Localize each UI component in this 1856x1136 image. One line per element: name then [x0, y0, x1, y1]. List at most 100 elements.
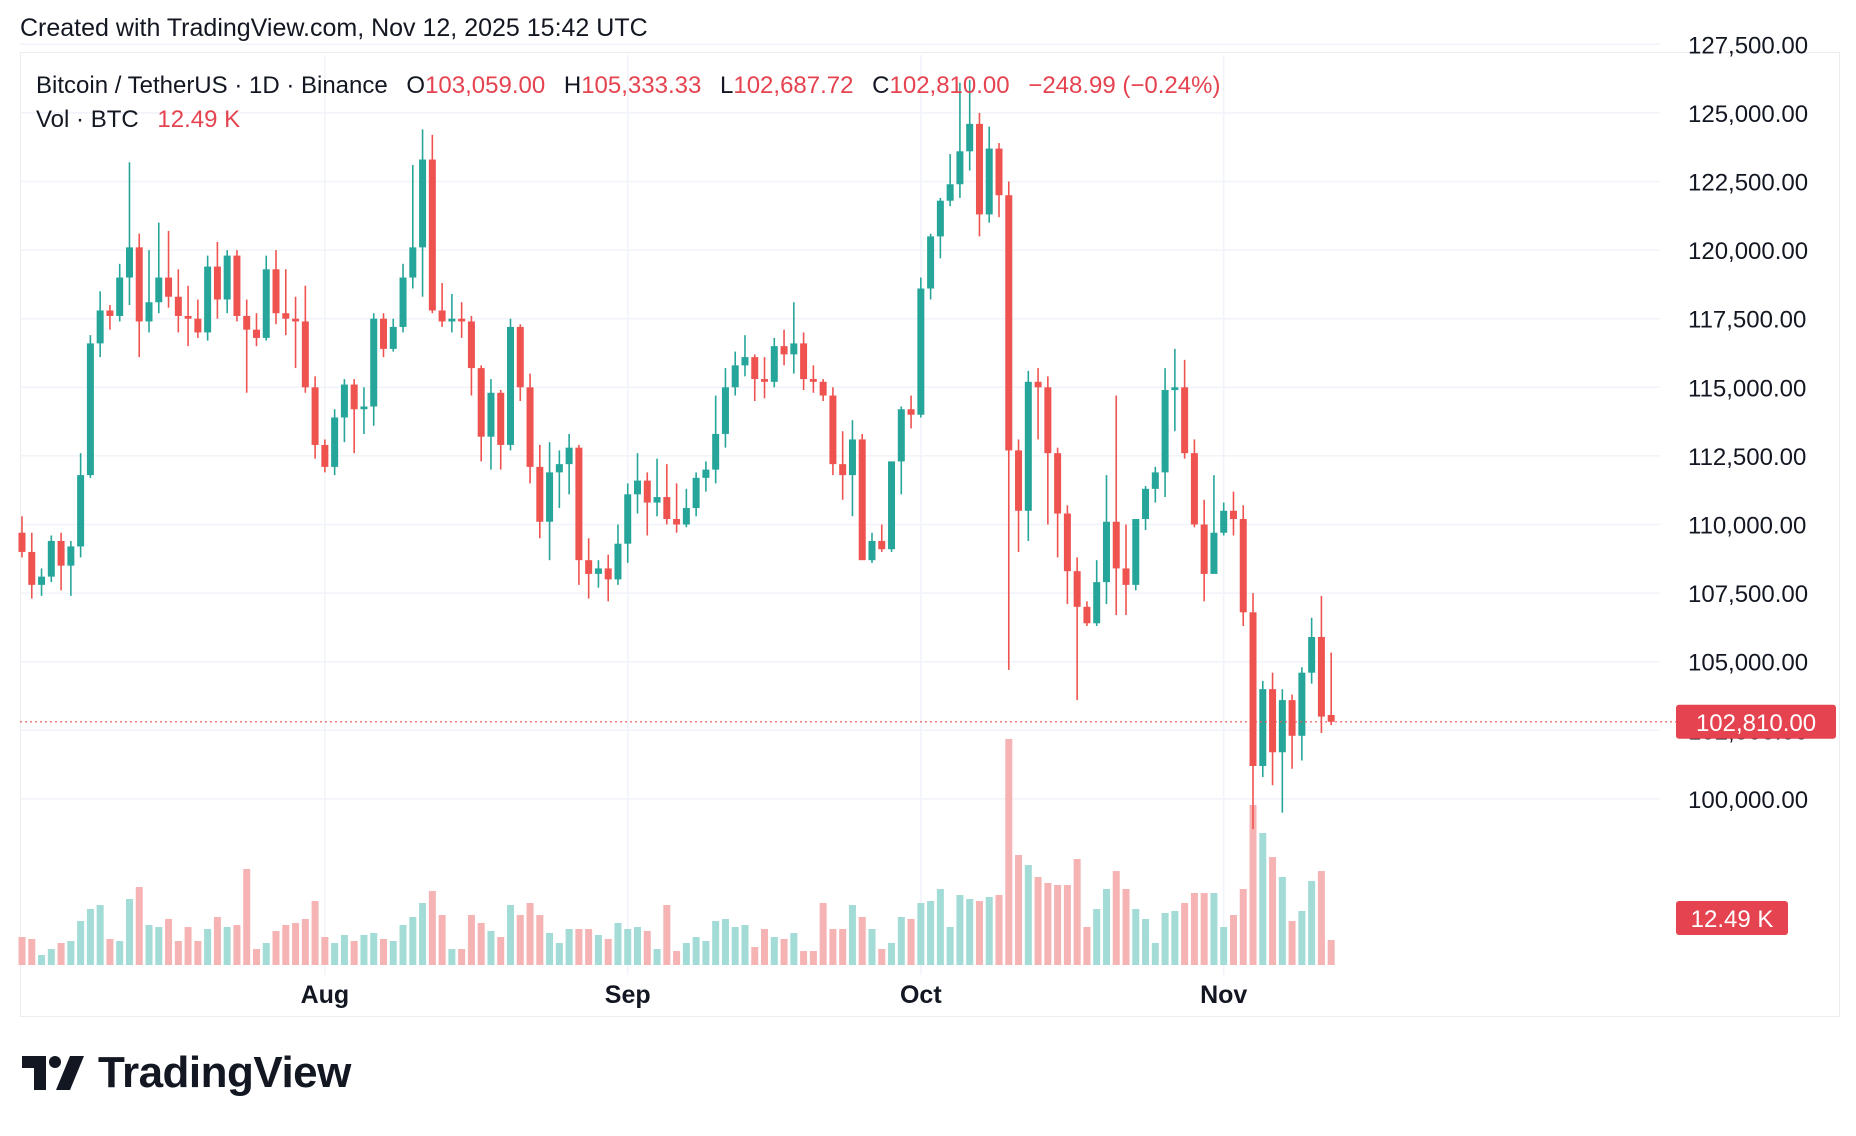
tradingview-brand[interactable]: TradingView: [22, 1048, 351, 1098]
candle-body: [1161, 390, 1169, 473]
candle-body: [262, 269, 270, 338]
volume-bar: [1171, 911, 1179, 965]
volume-bar: [507, 905, 514, 965]
volume-bar: [1278, 877, 1286, 965]
volume-bar: [985, 897, 993, 965]
volume-bar: [1161, 913, 1169, 965]
volume-bar: [145, 925, 153, 965]
volume-bar: [1190, 893, 1198, 965]
candle-body: [1327, 714, 1335, 722]
volume-bar: [194, 941, 202, 965]
candle-body: [536, 466, 544, 522]
candle-body: [96, 310, 104, 344]
volume-bar: [67, 941, 75, 965]
candle-body: [1151, 472, 1159, 489]
volume-bar: [1093, 909, 1101, 965]
volume-bar: [360, 935, 368, 965]
candle-body: [1181, 387, 1189, 454]
volume-bar: [1015, 855, 1023, 965]
volume-bar: [614, 923, 622, 965]
candle-body: [155, 277, 163, 303]
volume-bar: [467, 915, 475, 965]
candle-body: [28, 551, 36, 585]
candle-body: [1298, 672, 1306, 736]
volume-bar: [1200, 893, 1208, 965]
volume-bar: [1005, 739, 1013, 965]
price-tick-label: 120,000.00: [1688, 238, 1808, 265]
candle-body: [331, 417, 339, 467]
candle-body: [213, 266, 221, 300]
volume-bar: [897, 917, 905, 965]
volume-bar: [77, 921, 85, 965]
candle-body: [985, 148, 993, 215]
volume-bar: [370, 933, 378, 965]
volume-bar: [86, 909, 94, 965]
volume-bar: [311, 901, 319, 965]
volume-bar: [653, 949, 661, 965]
candle-body: [1063, 513, 1071, 572]
volume-bar: [477, 923, 485, 965]
volume-bar: [761, 929, 769, 965]
candle-body: [692, 477, 700, 509]
volume-bar: [565, 929, 573, 965]
volume-bar: [399, 925, 407, 965]
candle-body: [67, 546, 75, 566]
candle-body: [467, 321, 475, 369]
volume-bar: [458, 949, 466, 965]
candle-body: [438, 310, 446, 322]
volume-bar: [624, 929, 632, 965]
candle-body: [340, 384, 348, 418]
candle-body: [1102, 521, 1110, 583]
candle-body: [790, 343, 798, 355]
candle-body: [995, 148, 1003, 196]
volume-bar: [594, 935, 602, 965]
last-price-badge: [1676, 704, 1836, 739]
candle-body: [897, 409, 905, 462]
candle-body: [780, 346, 788, 355]
candle-body: [1073, 571, 1081, 607]
low-value: 102,687.72: [733, 72, 854, 99]
volume-bar: [858, 917, 866, 965]
price-tick-label: 122,500.00: [1688, 170, 1808, 197]
last-price-text: 102,810.00: [1696, 710, 1816, 737]
candle-body: [975, 123, 983, 215]
volume-bar: [184, 927, 192, 965]
candle-body: [516, 326, 524, 388]
volume-bar: [888, 943, 896, 965]
volume-bar: [575, 929, 583, 965]
volume-label[interactable]: Vol · BTC: [36, 106, 139, 133]
time-tick-label: Oct: [900, 981, 942, 1009]
candle-body: [1112, 521, 1120, 569]
candlestick-chart[interactable]: 100,000.00102,500.00105,000.00107,500.00…: [0, 0, 1856, 1040]
candle-body: [888, 461, 896, 550]
candle-body: [526, 387, 534, 467]
volume-bar: [927, 901, 935, 965]
volume-bar: [946, 927, 954, 965]
volume-bar: [213, 917, 221, 965]
candle-body: [1142, 488, 1150, 520]
candle-body: [1200, 524, 1208, 574]
volume-bar: [536, 915, 544, 965]
volume-bar: [770, 937, 778, 965]
volume-bar: [1239, 889, 1247, 965]
volume-bar: [135, 887, 143, 965]
candle-body: [702, 469, 710, 478]
volume-bar: [262, 943, 270, 965]
volume-bar: [800, 951, 808, 965]
candle-body: [721, 387, 729, 434]
candle-body: [966, 123, 974, 152]
symbol-label[interactable]: Bitcoin / TetherUS · 1D · Binance: [36, 72, 388, 99]
ohlc-legend: Bitcoin / TetherUS · 1D · Binance O103,0…: [36, 72, 1220, 100]
candle-body: [370, 318, 378, 407]
grid-lines: [20, 43, 1660, 975]
candle-body: [165, 277, 173, 297]
candle-body: [428, 159, 436, 311]
price-tick-label: 115,000.00: [1688, 375, 1806, 402]
price-tick-label: 100,000.00: [1688, 787, 1808, 814]
candle-body: [184, 315, 192, 319]
volume-bar: [389, 941, 397, 965]
volume-bar: [340, 935, 348, 965]
volume-bar: [321, 937, 329, 965]
price-tick-label: 125,000.00: [1688, 101, 1808, 128]
volume-bar: [780, 939, 788, 965]
